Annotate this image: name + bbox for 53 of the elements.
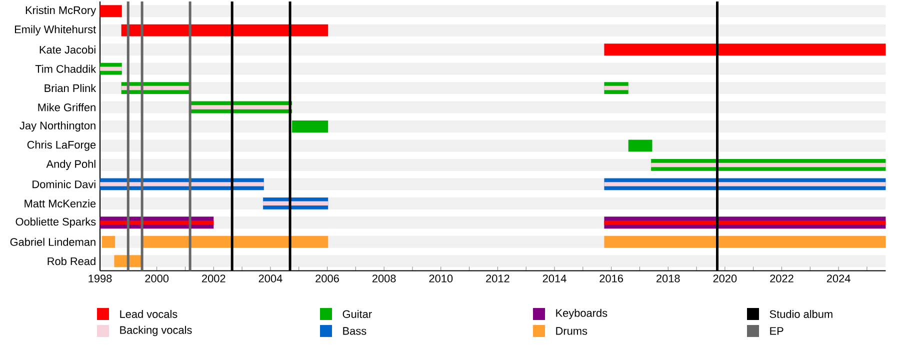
legend-label: EP	[770, 327, 784, 335]
y-tick-label: Emily Whitehurst	[14, 25, 96, 36]
bar	[604, 44, 886, 56]
bar	[651, 162, 886, 168]
legend-label: Backing vocals	[120, 326, 192, 336]
y-tick-label: Brian Plink	[44, 84, 96, 92]
y-tick-label: Gabriel Lindeman	[10, 238, 96, 246]
x-tick-label: 2010	[429, 274, 453, 282]
legend-label: Studio album	[770, 310, 832, 318]
x-tick-label: 2020	[713, 274, 737, 282]
y-tick-label: Oobliette Sparks	[16, 218, 96, 228]
legend-label: Bass	[343, 327, 366, 335]
legend-label: Lead vocals	[120, 310, 178, 318]
y-tick-label: Kate Jacobi	[40, 46, 96, 54]
x-tick-label: 2022	[770, 274, 794, 282]
x-tick-label: 2014	[542, 274, 566, 282]
bar	[100, 66, 122, 71]
bar	[100, 220, 214, 225]
legend-label: Drums	[556, 327, 588, 335]
x-tick-label: 2002	[202, 274, 226, 282]
bar	[190, 105, 292, 110]
x-tick-label: 2000	[145, 274, 169, 282]
y-tick-label: Dominic Davi	[32, 180, 96, 188]
bar	[121, 24, 328, 36]
bar	[604, 220, 886, 225]
x-tick-label: 2004	[258, 274, 282, 282]
y-tick-label: Mike Griffen	[38, 103, 96, 112]
y-tick-label: Jay Northington	[20, 121, 96, 132]
x-tick-label: 2024	[826, 274, 850, 282]
x-tick-label: 2012	[486, 274, 510, 282]
y-tick-label: Kristin McRory	[26, 6, 96, 16]
bar	[102, 236, 116, 248]
bar	[142, 236, 328, 248]
legend-label: Guitar	[342, 310, 372, 318]
y-tick-label: Rob Read	[48, 257, 96, 266]
y-tick-label: Andy Pohl	[46, 160, 96, 170]
legend-label: Keyboards	[556, 308, 608, 320]
x-tick-label: 1998	[88, 274, 112, 282]
y-tick-label: Matt McKenzie	[24, 199, 96, 208]
x-tick-label: 2018	[656, 274, 680, 282]
bar	[604, 236, 886, 248]
bar	[628, 140, 652, 152]
x-tick-label: 2008	[372, 274, 396, 282]
bar	[100, 182, 264, 186]
x-tick-label: 2006	[316, 274, 339, 282]
bar	[100, 5, 122, 18]
bar	[263, 201, 328, 206]
y-tick-label: Chris LaForge	[27, 140, 96, 151]
bar	[604, 182, 886, 186]
x-tick-label: 2016	[600, 274, 623, 282]
bar	[292, 120, 328, 132]
bar	[604, 86, 628, 90]
y-tick-label: Tim Chaddik	[35, 64, 96, 73]
